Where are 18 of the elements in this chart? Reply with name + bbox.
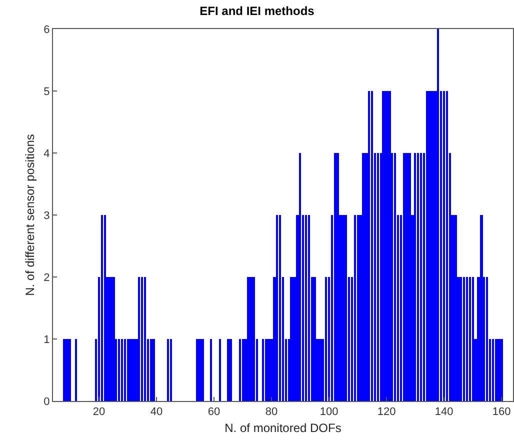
y-tick-label: 3 (44, 210, 50, 222)
y-tick-label: 6 (44, 24, 50, 36)
y-tick-label: 4 (44, 148, 50, 160)
x-axis-title: N. of monitored DOFs (224, 421, 342, 436)
chart-title: EFI and IEI methods (200, 4, 315, 18)
y-tick-label: 0 (44, 396, 50, 408)
x-tick-label: 60 (208, 406, 220, 418)
x-tick-label: 120 (377, 406, 396, 418)
y-tick-label: 5 (44, 86, 50, 98)
y-tick-label: 1 (44, 334, 50, 346)
x-tick-label: 80 (265, 406, 278, 418)
x-tick-label: 40 (150, 406, 163, 418)
x-tick-label: 160 (492, 406, 511, 418)
x-tick-label: 100 (320, 406, 338, 418)
y-tick-label: 2 (44, 272, 50, 284)
y-axis-title: N. of different sensor positions (22, 134, 37, 296)
x-tick-label: 140 (434, 406, 454, 418)
x-tick-label: 20 (92, 406, 106, 418)
